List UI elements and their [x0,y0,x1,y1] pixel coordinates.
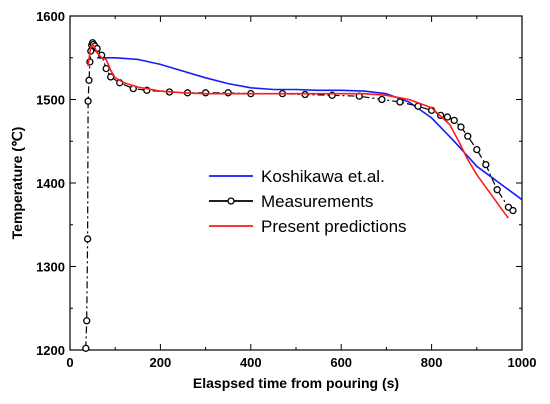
measurement-point [83,235,92,243]
y-tick-label: 1200 [36,343,65,358]
measurement-point [83,317,91,325]
x-tick-label: 0 [66,355,73,370]
x-axis-ticks: 0 200 400 600 800 1000 [66,16,536,370]
series-line-present-predictions [87,43,510,219]
measurement-point [396,98,404,106]
legend-label-present-predictions: Present predictions [261,217,407,236]
measurement-point [84,97,92,105]
measurement-point [509,206,517,215]
x-tick-label: 1000 [508,355,537,370]
series-layer [82,39,523,352]
x-tick-label: 200 [150,355,172,370]
measurement-point [443,113,452,121]
series-line-koshikawa-et-al [97,56,523,201]
legend-marker [227,197,235,205]
y-tick-label: 1600 [36,9,65,24]
measurement-point [464,132,472,140]
x-tick-label: 400 [240,355,262,370]
measurement-point [85,76,93,84]
measurement-point [457,123,465,131]
x-tick-label: 600 [330,355,352,370]
y-tick-label: 1400 [36,176,65,191]
measurement-point [450,116,458,125]
measurement-point [107,73,115,81]
x-axis-title: Elaspsed time from pouring (s) [193,375,399,391]
y-axis-title: Temperature (℃) [9,127,25,240]
legend-label-measurements: Measurements [261,192,373,211]
measurement-point [493,186,501,194]
legend-label-koshikawa-et-al: Koshikawa et.al. [261,167,385,186]
legend: Koshikawa et.al. Measurements Present pred… [209,167,407,236]
measurement-point [82,344,90,352]
measurement-point [102,64,110,73]
measurement-point [482,160,490,169]
y-tick-label: 1500 [36,93,65,108]
x-tick-label: 800 [421,355,443,370]
y-axis-ticks: 1200 1300 1400 1500 1600 [36,9,522,358]
y-tick-label: 1300 [36,260,65,275]
measurement-point [473,145,481,154]
measurement-point [378,95,386,104]
measurement-point [224,89,232,97]
